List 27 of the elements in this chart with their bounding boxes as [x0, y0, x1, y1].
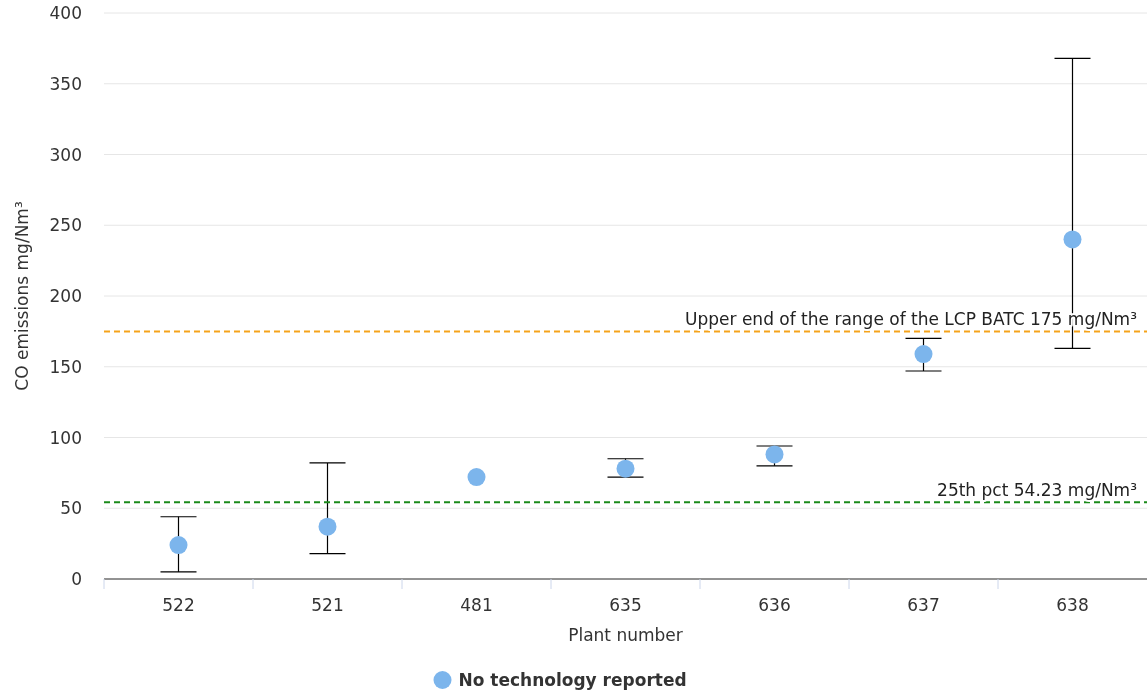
y-tick-label: 150 [49, 356, 82, 377]
y-tick-label: 200 [49, 286, 82, 306]
point [914, 345, 933, 364]
y-tick-label: 350 [49, 73, 82, 94]
y-tick-label: 50 [60, 498, 82, 519]
ref-line-label: 25th pct 54.23 mg/Nm³ [937, 480, 1137, 501]
point [467, 468, 486, 487]
x-tick-label: 636 [758, 595, 791, 615]
legend-label: No technology reported [458, 670, 687, 690]
point [1063, 230, 1082, 249]
y-tick-label: 0 [71, 569, 82, 589]
y-tick-label: 250 [49, 215, 82, 236]
x-tick-label: 638 [1056, 595, 1089, 615]
y-tick-label: 400 [49, 3, 82, 23]
point [765, 445, 784, 464]
x-axis-title: Plant number [568, 625, 683, 645]
y-tick-label: 100 [49, 427, 82, 448]
y-axis-title: CO emissions mg/Nm³ [12, 201, 32, 391]
point [616, 459, 635, 478]
point [318, 517, 337, 536]
x-tick-label: 637 [907, 595, 940, 615]
x-tick-label: 481 [460, 595, 493, 615]
x-tick-label: 521 [311, 595, 344, 615]
y-tick-label: 300 [49, 144, 82, 165]
point [169, 536, 188, 555]
x-tick-label: 522 [162, 595, 195, 615]
x-tick-label: 635 [609, 595, 642, 615]
